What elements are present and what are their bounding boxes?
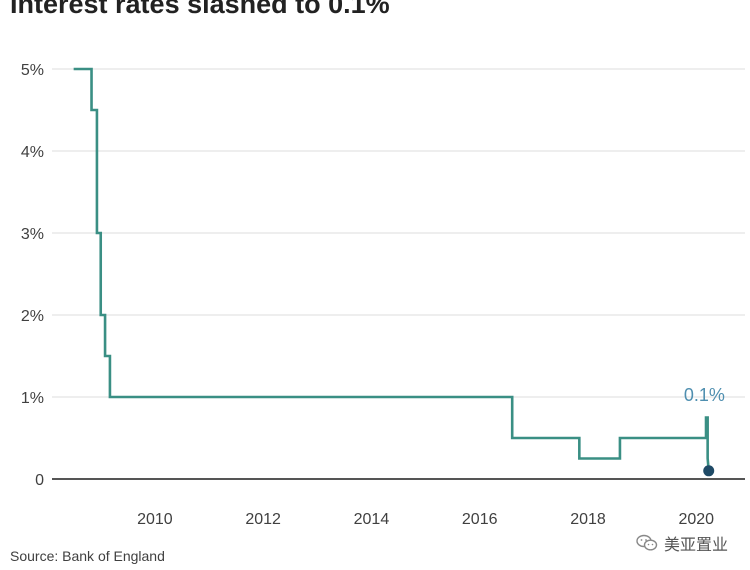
y-tick-label: 3% [21, 226, 44, 243]
x-tick-label: 2020 [678, 511, 714, 528]
source-note: Source: Bank of England [10, 548, 165, 564]
end-point-marker [703, 465, 715, 477]
chart-title: Interest rates slashed to 0.1% [10, 0, 390, 19]
y-tick-label: 4% [21, 144, 44, 161]
x-tick-label: 2010 [137, 511, 173, 528]
y-tick-label: 0 [35, 472, 44, 489]
annotation-label: 0.1% [684, 385, 725, 405]
x-tick-label: 2016 [462, 511, 498, 528]
annotations: 0.1% [684, 385, 725, 405]
wechat-icon [636, 534, 658, 551]
watermark: 美亚置业 [636, 531, 728, 555]
watermark-text: 美亚置业 [663, 535, 728, 554]
series-layer [73, 67, 715, 477]
y-tick-label: 2% [21, 308, 44, 325]
rate-series-line [73, 67, 711, 471]
x-tick-label: 2012 [245, 511, 281, 528]
gridlines [52, 68, 745, 480]
y-tick-label: 1% [21, 390, 44, 407]
axis-ticks: 0 1% 2% 3% 4% 5% 2010 2012 2014 2016 2018 2020 [21, 62, 714, 528]
x-tick-label: 2014 [354, 511, 390, 528]
y-tick-label: 5% [21, 62, 44, 79]
x-tick-label: 2018 [570, 511, 606, 528]
